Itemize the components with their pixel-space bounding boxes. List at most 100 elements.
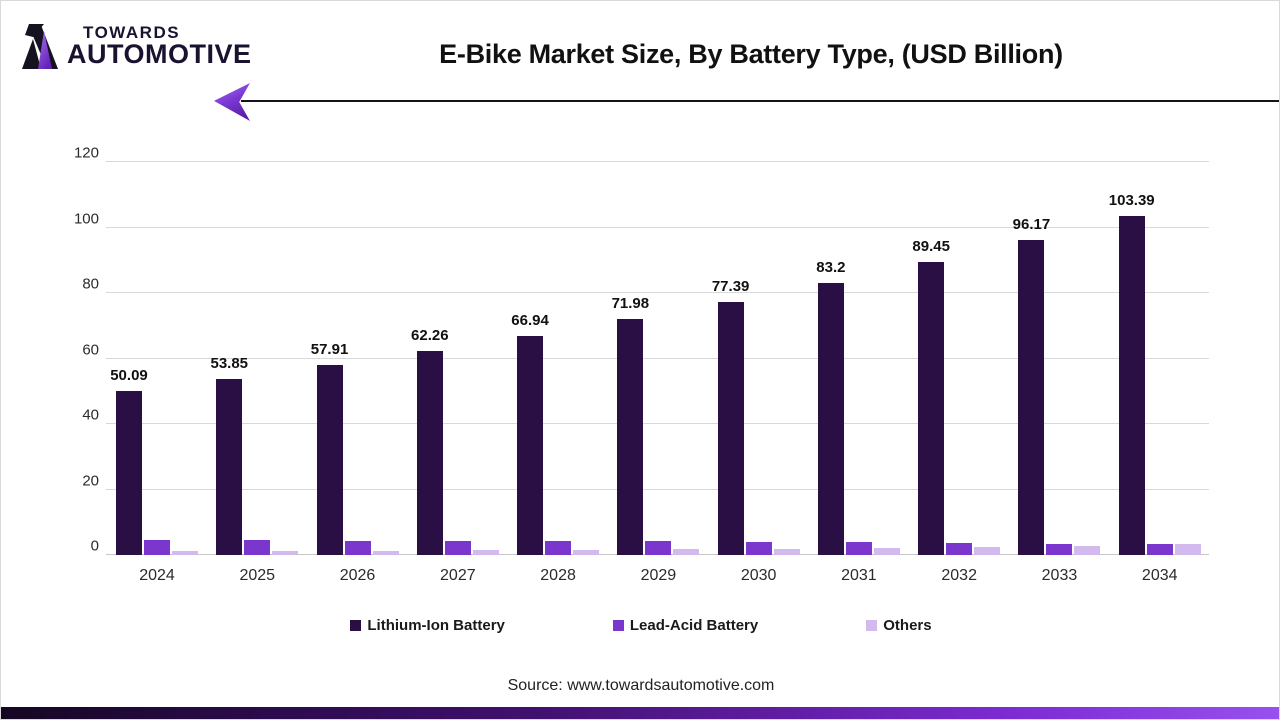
bar-2024-lead-acid-battery (144, 540, 170, 555)
bar-2024-lithium-ion-battery (116, 390, 142, 555)
y-axis-tick-60: 60 (82, 341, 99, 358)
gridline-y-120 (106, 161, 1209, 162)
x-axis-label-2034: 2034 (1141, 567, 1178, 584)
brand-line1: TOWARDS (83, 23, 181, 42)
value-label-2029: 71.98 (611, 295, 650, 313)
x-axis-label-2032: 2032 (941, 567, 977, 584)
y-axis-tick-0: 0 (90, 537, 99, 555)
bar-2032-lead-acid-battery (946, 542, 973, 555)
bar-2029-lithium-ion-battery (617, 319, 644, 555)
legend-label-lead-acid-battery: Lead-Acid Battery (629, 617, 759, 634)
bar-group-2034: 103.39 2034 (1109, 162, 1201, 584)
value-label-2025: 53.85 (210, 354, 249, 372)
bar-2030-lead-acid-battery (745, 541, 772, 555)
bar-2025-others (272, 551, 299, 555)
left-arrow-icon (214, 83, 250, 121)
bar-group-2029: 71.98 2029 (612, 162, 700, 584)
logo-a-icon (22, 24, 58, 69)
bar-group-2024: 50.09 2024 (110, 162, 198, 584)
legend-swatch-icon (612, 620, 624, 631)
bar-2031-others (873, 547, 900, 555)
y-axis-tick-100: 100 (73, 210, 99, 227)
bar-2031-lithium-ion-battery (817, 282, 844, 555)
bar-2026-lead-acid-battery (344, 540, 371, 555)
legend-label-lithium-ion-battery: Lithium-Ion Battery (367, 617, 505, 634)
gridline-y-20 (106, 488, 1209, 490)
value-label-2034: 103.39 (1108, 192, 1155, 210)
x-axis-label-2025: 2025 (239, 567, 276, 584)
bar-group-2030: 77.39 2030 (712, 162, 800, 584)
bar-2025-lithium-ion-battery (216, 378, 243, 555)
bar-2025-lead-acid-battery (244, 540, 271, 555)
legend-label-others: Others (883, 617, 932, 634)
value-label-2027: 62.26 (411, 327, 449, 345)
x-axis-label-2024: 2024 (139, 567, 175, 584)
value-label-2030: 77.39 (711, 277, 750, 295)
bar-2024-others (172, 551, 198, 555)
bar-group-2028: 66.94 2028 (511, 162, 600, 584)
bar-2026-lithium-ion-battery (316, 365, 343, 555)
bar-2033-lithium-ion-battery (1018, 240, 1045, 555)
bar-2030-lithium-ion-battery (717, 301, 744, 555)
bar-group-2026: 57.91 2026 (311, 162, 399, 584)
bar-group-2027: 62.26 2027 (411, 162, 499, 584)
value-label-2032: 89.45 (912, 238, 950, 256)
value-label-2028: 66.94 (511, 311, 549, 329)
y-axis-tick-80: 80 (82, 275, 99, 293)
bar-group-2031: 83.2 2031 (816, 162, 900, 584)
bar-2029-others (673, 549, 700, 555)
bar-2030-others (773, 548, 800, 555)
gridline-y-60 (106, 357, 1209, 359)
legend-item-lead-acid-battery: Lead-Acid Battery (612, 617, 759, 634)
bar-2034-others (1174, 543, 1201, 555)
x-axis-label-2029: 2029 (640, 567, 677, 584)
y-axis-tick-20: 20 (82, 472, 99, 489)
bar-2031-lead-acid-battery (845, 541, 872, 555)
x-axis-label-2027: 2027 (440, 567, 476, 584)
legend-swatch-icon (866, 620, 878, 631)
bar-2028-lead-acid-battery (545, 540, 572, 555)
legend-item-others: Others (866, 617, 932, 634)
gridline-y-40 (106, 423, 1209, 424)
gridline-y-80 (106, 292, 1209, 293)
page-title: E-Bike Market Size, By Battery Type, (US… (439, 39, 1063, 69)
x-axis-label-2031: 2031 (841, 567, 877, 584)
bottom-accent-bar (1, 707, 1279, 719)
gridline-y-100 (106, 226, 1209, 228)
bar-2027-lithium-ion-battery (416, 351, 443, 555)
x-axis-label-2028: 2028 (540, 567, 576, 584)
bar-2033-others (1074, 545, 1101, 555)
bar-2034-lithium-ion-battery (1118, 216, 1145, 555)
bar-2033-lead-acid-battery (1046, 543, 1073, 555)
header-divider-line (241, 100, 1279, 102)
value-label-2026: 57.91 (310, 341, 349, 359)
y-axis-tick-120: 120 (73, 144, 99, 162)
chart-legend: Lithium-Ion Battery Lead-Acid Battery Othe… (1, 617, 1279, 634)
brand-line2: AUTOMOTIVE (67, 39, 252, 69)
bar-2028-others (573, 549, 600, 555)
bar-2032-others (974, 546, 1001, 555)
legend-swatch-icon (350, 620, 362, 631)
legend-item-lithium-ion-battery: Lithium-Ion Battery (350, 617, 505, 634)
bar-2028-lithium-ion-battery (517, 335, 544, 555)
value-label-2033: 96.17 (1012, 216, 1051, 234)
bar-2034-lead-acid-battery (1146, 544, 1173, 555)
y-axis-tick-40: 40 (82, 406, 99, 424)
bar-group-2032: 89.45 2032 (912, 162, 1001, 584)
bar-group-2033: 96.17 2033 (1013, 162, 1101, 584)
x-axis-label-2030: 2030 (740, 567, 777, 584)
x-axis-label-2026: 2026 (339, 567, 376, 584)
bar-2032-lithium-ion-battery (918, 262, 945, 555)
source-text: Source: www.towardsautomotive.com (507, 677, 775, 694)
plot-area: 0 20 40 60 80 100 120 50.09 2024 53.85 2025 57.91 20… (74, 145, 1209, 584)
bar-2029-lead-acid-battery (645, 541, 672, 555)
value-label-2031: 83.2 (816, 258, 846, 276)
bar-group-2025: 53.85 2025 (210, 162, 299, 584)
brand-text: TOWARDS AUTOMOTIVE (67, 23, 252, 68)
bar-2027-others (472, 550, 499, 555)
value-label-2024: 50.09 (110, 366, 148, 384)
x-axis-label-2033: 2033 (1041, 567, 1078, 584)
brand-logo: TOWARDS AUTOMOTIVE (21, 15, 251, 79)
bar-2026-others (372, 550, 399, 555)
